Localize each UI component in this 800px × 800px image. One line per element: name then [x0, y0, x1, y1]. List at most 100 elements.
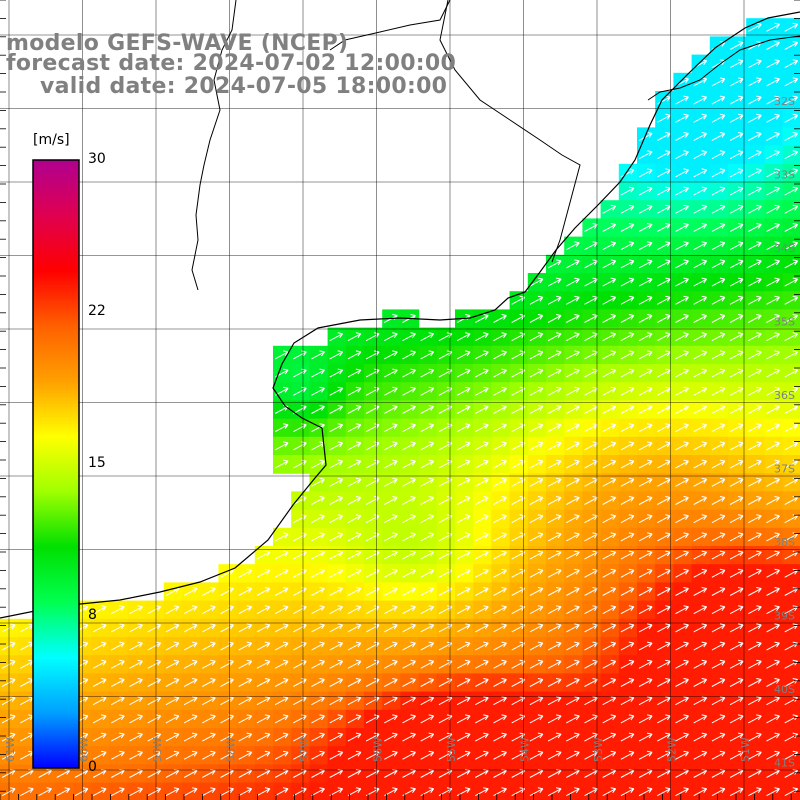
wind-arrow — [566, 787, 580, 797]
wind-arrow — [766, 204, 780, 214]
wind-arrow — [566, 532, 580, 542]
wind-arrow — [384, 441, 398, 451]
wind-arrow — [384, 659, 398, 669]
lat-label: 32S — [774, 95, 795, 108]
wind-arrow — [329, 350, 344, 360]
wind-arrow — [675, 95, 689, 105]
wind-arrow — [529, 477, 544, 487]
wind-arrow — [274, 605, 289, 615]
wind-arrow — [602, 295, 617, 305]
wind-arrow — [238, 641, 253, 651]
wind-arrow — [329, 368, 344, 378]
wind-arrow — [748, 259, 762, 269]
wind-arrow — [693, 441, 708, 451]
wind-arrow — [329, 459, 344, 469]
wind-arrow — [293, 550, 307, 560]
wind-arrow — [675, 186, 689, 196]
wind-arrow — [529, 496, 544, 505]
wind-arrow — [329, 750, 344, 760]
wind-arrow — [293, 587, 307, 596]
wind-arrow — [620, 204, 635, 214]
wind-arrow — [711, 714, 726, 724]
wind-arrow — [347, 496, 362, 505]
wind-arrow — [347, 405, 362, 414]
wind-arrow — [620, 223, 635, 232]
wind-arrow — [311, 659, 325, 669]
wind-arrow — [693, 150, 708, 160]
wind-arrow — [693, 568, 708, 578]
wind-arrow — [456, 350, 471, 360]
wind-arrow — [256, 623, 271, 633]
wind-arrow — [347, 750, 362, 760]
wind-arrow — [402, 623, 416, 633]
wind-arrow — [402, 587, 416, 596]
lat-label: 38S — [774, 536, 795, 549]
colorbar-tick-30: 30 — [88, 151, 106, 167]
wind-arrow — [729, 59, 744, 69]
wind-arrow — [657, 423, 671, 433]
wind-arrow — [329, 496, 344, 505]
wind-arrow — [784, 113, 799, 123]
wind-arrow — [675, 605, 689, 615]
wind-arrow — [748, 678, 762, 687]
wind-arrow — [402, 605, 416, 615]
wind-arrow — [420, 550, 435, 560]
wind-arrow — [693, 386, 708, 396]
wind-arrow — [165, 623, 180, 633]
wind-arrow — [311, 732, 325, 742]
wind-arrow — [638, 223, 653, 232]
wind-arrow — [766, 405, 780, 414]
wind-arrow — [402, 423, 416, 433]
wind-arrow — [766, 441, 780, 451]
wind-arrow — [675, 314, 689, 323]
wind-arrow — [384, 350, 398, 360]
wind-arrow — [311, 623, 325, 633]
wind-arrow — [475, 350, 489, 360]
wind-arrow — [238, 623, 253, 633]
wind-arrow — [711, 259, 726, 269]
wind-arrow — [729, 514, 744, 524]
wind-arrow — [675, 132, 689, 141]
wind-arrow — [493, 441, 507, 451]
wind-arrow — [420, 678, 435, 687]
wind-arrow — [784, 350, 799, 360]
wind-arrow — [602, 241, 617, 251]
wind-arrow — [729, 587, 744, 596]
wind-arrow — [766, 623, 780, 633]
wind-arrow — [547, 332, 562, 342]
wind-arrow — [92, 641, 107, 651]
wind-arrow — [748, 277, 762, 287]
wind-arrow — [620, 368, 635, 378]
wind-arrow — [475, 568, 489, 578]
wind-arrow — [784, 77, 799, 87]
wind-arrow — [420, 641, 435, 651]
lat-label: 41S — [774, 757, 795, 770]
wind-arrow — [693, 641, 708, 651]
wind-arrow — [274, 459, 289, 469]
wind-arrow — [657, 750, 671, 760]
wind-arrow — [547, 459, 562, 469]
lon-label: 61W — [4, 737, 17, 762]
wind-arrow — [456, 514, 471, 524]
wind-arrow — [748, 295, 762, 305]
wind-arrow — [675, 714, 689, 724]
wind-arrow — [729, 787, 744, 797]
wind-arrow — [311, 550, 325, 560]
wind-arrow — [675, 641, 689, 651]
wind-arrow — [693, 732, 708, 742]
wind-arrow — [675, 787, 689, 797]
wind-arrow — [748, 641, 762, 651]
wind-arrow — [766, 750, 780, 760]
wind-arrow — [293, 605, 307, 615]
wind-arrow — [111, 605, 125, 615]
wind-arrow — [274, 587, 289, 596]
wind-arrow — [566, 368, 580, 378]
wind-arrow — [711, 204, 726, 214]
wind-arrow — [675, 514, 689, 524]
wind-arrow — [165, 732, 180, 742]
valid-date: valid date: 2024-07-05 18:00:00 — [40, 74, 448, 99]
lon-label: 55W — [445, 737, 458, 762]
wind-arrow — [402, 714, 416, 724]
wind-arrow — [602, 477, 617, 487]
wind-arrow — [384, 405, 398, 414]
